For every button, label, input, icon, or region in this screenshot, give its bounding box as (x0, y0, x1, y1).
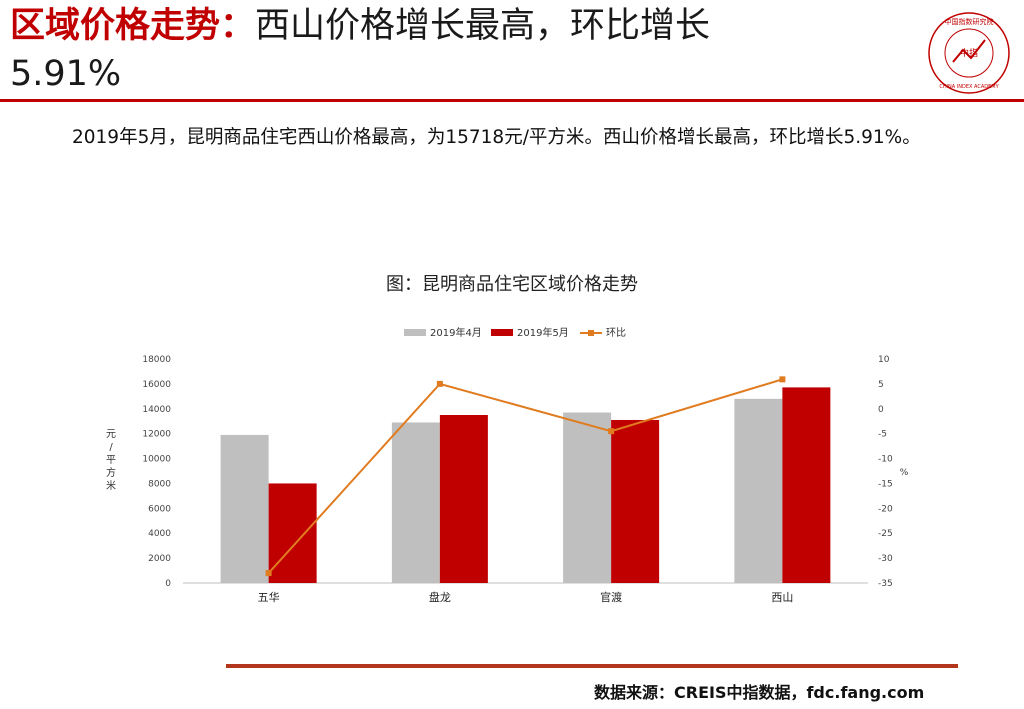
svg-text:中国指数研究院: 中国指数研究院 (945, 17, 994, 26)
y2-tick-label: -5 (878, 430, 887, 440)
bar-april (220, 434, 269, 583)
legend-label-mom: 环比 (606, 327, 626, 339)
x-tick-label: 盘龙 (429, 590, 451, 604)
y2-tick-label: 5 (878, 380, 884, 390)
bar-may (439, 415, 488, 583)
y2-tick-label: 10 (878, 355, 890, 365)
bar-may (782, 387, 831, 583)
y-axis-label-char: 米 (106, 479, 116, 492)
y-tick-label: 6000 (148, 504, 171, 514)
data-source: 数据来源：CREIS中指数据，fdc.fang.com (594, 683, 925, 702)
mom-point (436, 380, 443, 387)
y-tick-label: 16000 (142, 380, 171, 390)
bar-april (734, 398, 783, 583)
x-tick-label: 五华 (258, 590, 280, 604)
y2-tick-label: -15 (878, 479, 893, 489)
summary-paragraph: 2019年5月，昆明商品住宅西山价格最高，为15718元/平方米。西山价格增长最… (72, 127, 921, 148)
y-axis-label-char: 方 (106, 466, 116, 479)
bar-april (391, 422, 440, 583)
y-axis-label-char: / (109, 442, 113, 453)
y2-tick-label: 0 (878, 405, 884, 415)
y-tick-label: 18000 (142, 355, 171, 365)
y2-tick-label: -25 (878, 529, 893, 539)
page-title-line2: 5.91% (10, 54, 122, 94)
y-tick-label: 8000 (148, 479, 171, 489)
y2-tick-label: -30 (878, 554, 893, 564)
mom-line (267, 378, 783, 574)
page-title: 区域价格走势：西山价格增长最高，环比增长 (10, 4, 910, 48)
y-tick-label: 14000 (142, 405, 171, 415)
mom-point (608, 428, 615, 435)
y2-axis-label: % (900, 468, 909, 478)
y-tick-label: 2000 (148, 554, 171, 564)
source-divider (226, 664, 958, 668)
bar-may (268, 483, 317, 583)
x-tick-label: 西山 (771, 591, 793, 604)
mom-point (779, 376, 786, 383)
bar-may (611, 419, 660, 583)
chart-title: 图：昆明商品住宅区域价格走势 (386, 274, 638, 295)
title-divider (0, 99, 1024, 102)
y-tick-label: 10000 (142, 455, 171, 465)
y-tick-label: 0 (165, 579, 171, 589)
legend-marker-mom (588, 330, 594, 336)
svg-text:CHINA INDEX ACADEMY: CHINA INDEX ACADEMY (939, 84, 999, 90)
page-title-rest: 西山价格增长最高，环比增长 (255, 6, 711, 46)
bar-april (563, 412, 612, 583)
legend-swatch-april (404, 329, 426, 336)
y-tick-label: 4000 (148, 529, 171, 539)
legend-label-may: 2019年5月 (517, 326, 569, 339)
china-index-academy-logo: 中指 中国指数研究院 CHINA INDEX ACADEMY (928, 12, 1010, 94)
y-axis-label-char: 元 (106, 429, 116, 440)
page-title-accent: 区域价格走势： (10, 6, 256, 46)
mom-point (265, 570, 272, 577)
svg-text:中指: 中指 (960, 47, 978, 59)
y-tick-label: 12000 (142, 430, 171, 440)
legend-label-april: 2019年4月 (430, 326, 482, 339)
legend-swatch-may (491, 329, 513, 336)
x-tick-label: 官渡 (600, 590, 622, 604)
y-axis-label-char: 平 (106, 455, 116, 466)
y2-tick-label: -20 (878, 504, 893, 514)
y2-tick-label: -10 (878, 455, 893, 465)
y2-tick-label: -35 (878, 579, 893, 589)
